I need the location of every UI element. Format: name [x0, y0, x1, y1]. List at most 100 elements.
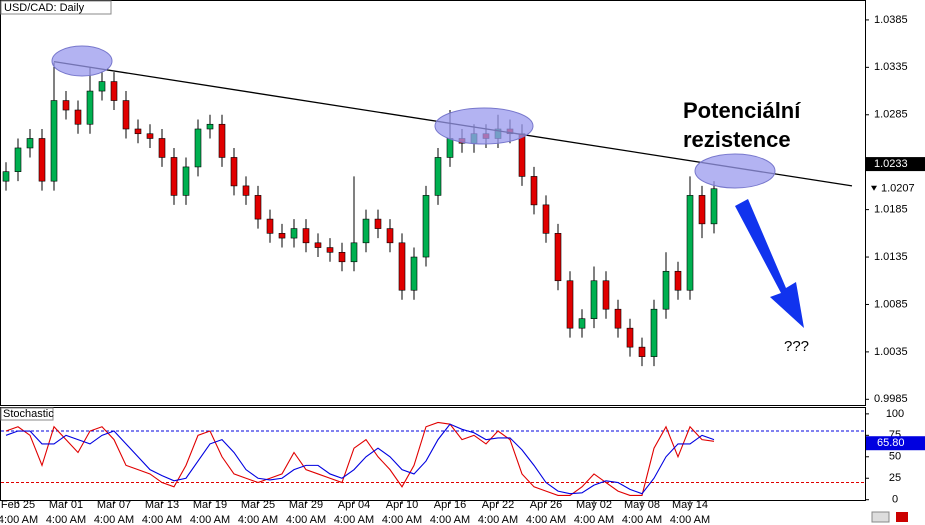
- indicator-marker-label: 65.80: [877, 437, 905, 449]
- x-time-label: 4:00 AM: [382, 514, 422, 525]
- price-panel: [0, 0, 866, 406]
- x-tick-label: Mar 29: [289, 499, 323, 511]
- x-axis-band: [0, 501, 866, 525]
- x-tick-label: Mar 07: [97, 499, 131, 511]
- candle-body: [686, 195, 694, 291]
- y-tick-label: 1.0385: [874, 14, 908, 26]
- candle-body: [386, 228, 394, 244]
- candle-body: [326, 247, 334, 253]
- candle-body: [374, 218, 382, 229]
- candle-body: [518, 133, 526, 177]
- x-tick-label: Mar 01: [49, 499, 83, 511]
- candle-body: [182, 166, 190, 196]
- x-time-label: 4:00 AM: [670, 514, 710, 525]
- price-marker: [866, 157, 925, 172]
- y-tick-label: 25: [889, 472, 901, 484]
- scroll-button[interactable]: [896, 512, 908, 522]
- candle-body: [530, 176, 538, 206]
- candle-body: [2, 171, 10, 182]
- candle-body: [566, 280, 574, 329]
- y-tick-label: 50: [889, 451, 901, 463]
- title-box: [0, 0, 112, 15]
- annotation: rezistence: [683, 127, 791, 152]
- indicator-title: Stochastic: [3, 408, 54, 420]
- candle-body: [422, 195, 430, 258]
- candle-body: [146, 133, 154, 139]
- candle-body: [650, 308, 658, 357]
- candle-body: [266, 218, 274, 234]
- indicator-title-box: [0, 407, 54, 421]
- candle-body: [626, 327, 634, 348]
- x-tick-label: Apr 26: [530, 499, 562, 511]
- candle-body: [638, 346, 646, 357]
- x-tick-label: Apr 04: [338, 499, 370, 511]
- candle-body: [302, 228, 310, 244]
- candle-body: [206, 123, 214, 130]
- candle-body: [50, 100, 58, 182]
- x-time-label: 4:00 AM: [142, 514, 182, 525]
- x-time-label: 4:00 AM: [190, 514, 230, 525]
- highlight: [434, 107, 534, 145]
- y-tick-label: 1.0185: [874, 204, 908, 216]
- candle-body: [710, 188, 718, 225]
- candle-body: [542, 204, 550, 234]
- y-tick-label: 1.0035: [874, 346, 908, 358]
- candle-body: [158, 138, 166, 158]
- candle-body: [194, 128, 202, 168]
- x-tick-label: May 08: [624, 499, 660, 511]
- y-tick-label: 1.0285: [874, 109, 908, 121]
- candle-body: [74, 109, 82, 125]
- x-time-label: 4:00 AM: [334, 514, 374, 525]
- x-time-label: 4:00 AM: [526, 514, 566, 525]
- indicator-line: [5, 423, 715, 495]
- candle-body: [350, 242, 358, 263]
- candle-body: [98, 81, 106, 92]
- price-marker-label: 1.0233: [874, 158, 908, 170]
- candle-body: [698, 195, 706, 225]
- y-tick-label: 0: [892, 494, 898, 506]
- x-tick-label: Apr 10: [386, 499, 418, 511]
- highlight: [694, 153, 776, 189]
- candle-body: [134, 128, 142, 135]
- candle-body: [290, 228, 298, 239]
- x-time-label: 4:00 AM: [286, 514, 326, 525]
- candle-body: [590, 280, 598, 319]
- candle-body: [230, 157, 238, 187]
- candle-body: [254, 195, 262, 220]
- x-tick-label: Mar 13: [145, 499, 179, 511]
- indicator-line: [5, 421, 715, 496]
- candle-body: [446, 138, 454, 158]
- candle-body: [86, 90, 94, 125]
- y-tick-label: 100: [886, 408, 904, 420]
- candle-body: [38, 138, 46, 182]
- candle-body: [578, 318, 586, 329]
- candle-body: [110, 81, 118, 101]
- x-time-label: 4:00 AM: [0, 514, 38, 525]
- x-tick-label: Apr 16: [434, 499, 466, 511]
- x-time-label: 4:00 AM: [622, 514, 662, 525]
- y-tick-label: 1.0135: [874, 251, 908, 263]
- x-time-label: 4:00 AM: [478, 514, 518, 525]
- candle-body: [242, 185, 250, 196]
- chart-title: USD/CAD: Daily: [4, 2, 85, 14]
- indicator-panel: [0, 407, 866, 501]
- x-time-label: 4:00 AM: [430, 514, 470, 525]
- x-tick-label: May 14: [672, 499, 708, 511]
- x-tick-label: May 02: [576, 499, 612, 511]
- candle-body: [314, 242, 322, 248]
- candle-body: [278, 233, 286, 239]
- price-marker-label: 1.0207: [881, 183, 915, 195]
- arrow: [735, 199, 804, 328]
- price-marker: [871, 185, 877, 191]
- annotation: Potenciální: [683, 98, 801, 123]
- x-time-label: 4:00 AM: [238, 514, 278, 525]
- candle-body: [662, 270, 670, 310]
- x-tick-label: Apr 22: [482, 499, 514, 511]
- scroll-button[interactable]: [871, 511, 890, 523]
- highlight: [51, 45, 113, 77]
- candle-body: [602, 280, 610, 310]
- y-tick-label: 0.9985: [874, 393, 908, 405]
- candle-body: [170, 157, 178, 196]
- candle-body: [398, 242, 406, 291]
